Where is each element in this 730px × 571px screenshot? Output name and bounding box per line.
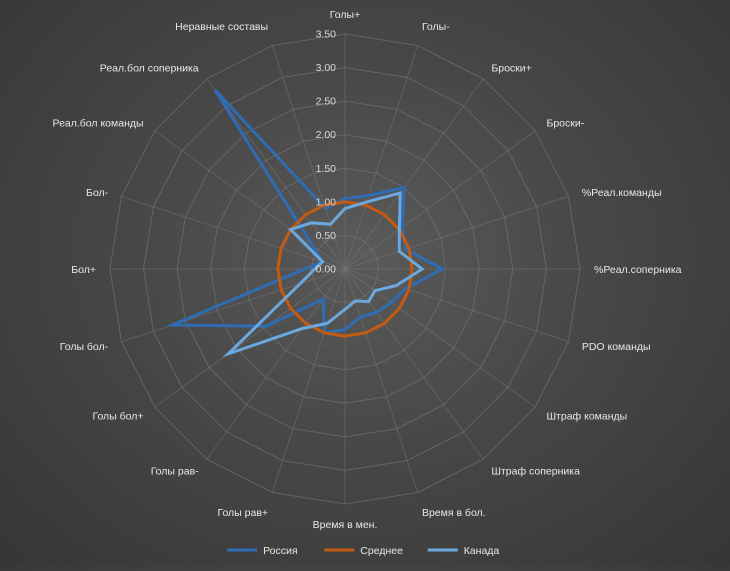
category-label-13: Голы бол+ xyxy=(92,410,143,422)
tick-label-2: 1.00 xyxy=(316,196,337,208)
spoke-8 xyxy=(344,268,484,460)
spoke-14 xyxy=(121,268,346,343)
category-label-4: %Реал.команды xyxy=(582,187,662,199)
grid-ring-3 xyxy=(243,167,447,371)
category-label-1: Голы- xyxy=(422,21,450,33)
legend: Россия Среднее Канада xyxy=(227,545,499,557)
spoke-4 xyxy=(344,195,569,270)
spoke-6 xyxy=(344,268,569,343)
spoke-9 xyxy=(344,268,419,493)
spoke-7 xyxy=(344,268,536,408)
spoke-18 xyxy=(206,78,346,270)
spoke-1 xyxy=(344,45,419,270)
category-label-19: Неравные составы xyxy=(175,21,268,33)
grid-ring-4 xyxy=(210,134,480,404)
legend-label-1: Среднее xyxy=(360,545,403,557)
category-label-6: PDO команды xyxy=(582,341,651,353)
category-label-5: %Реал.соперника xyxy=(594,264,682,276)
category-label-0: Голы+ xyxy=(330,9,360,21)
spoke-2 xyxy=(344,78,484,270)
category-label-9: Время в бол. xyxy=(422,507,486,519)
grid-ring-7 xyxy=(109,33,581,505)
radar-grid xyxy=(109,33,581,505)
tick-label-5: 2.50 xyxy=(316,96,337,108)
tick-label-4: 2.00 xyxy=(316,129,337,141)
category-label-7: Штраф команды xyxy=(546,410,627,422)
category-label-3: Броски- xyxy=(546,118,584,130)
series-line-2 xyxy=(222,190,425,358)
category-label-12: Голы рав- xyxy=(151,465,199,477)
spoke-13 xyxy=(154,268,346,408)
tick-label-3: 1.50 xyxy=(316,163,337,175)
category-label-16: Бол- xyxy=(86,187,109,199)
series-line-1 xyxy=(276,200,414,338)
tick-label-0: 0.00 xyxy=(316,264,337,276)
category-label-11: Голы рав+ xyxy=(217,507,268,519)
spoke-19 xyxy=(271,45,346,270)
legend-label-2: Канада xyxy=(464,545,500,557)
spoke-3 xyxy=(344,130,536,270)
category-label-10: Время в мен. xyxy=(313,519,378,531)
legend-label-0: Россия xyxy=(263,545,297,557)
tick-label-1: 0.50 xyxy=(316,230,337,242)
category-label-18: Реал.бол соперника xyxy=(100,63,199,75)
spoke-11 xyxy=(271,268,346,493)
tick-label-6: 3.00 xyxy=(316,62,337,74)
category-label-14: Голы бол- xyxy=(60,341,109,353)
spoke-16 xyxy=(121,195,346,270)
category-label-15: Бол+ xyxy=(71,264,96,276)
category-label-17: Реал.бол команды xyxy=(53,118,144,130)
grid-ring-6 xyxy=(143,67,547,471)
tick-label-7: 3.50 xyxy=(316,29,337,41)
category-label-8: Штраф соперника xyxy=(491,465,580,477)
grid-ring-5 xyxy=(176,100,514,438)
category-label-2: Броски+ xyxy=(491,63,531,75)
